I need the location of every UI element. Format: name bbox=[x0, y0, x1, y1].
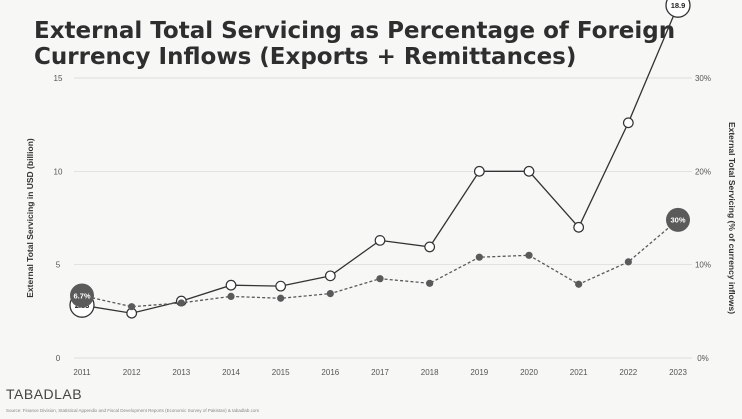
x-tick-label: 2020 bbox=[520, 368, 538, 377]
x-tick-label: 2015 bbox=[272, 368, 290, 377]
x-tick-label: 2012 bbox=[123, 368, 141, 377]
x-tick-label: 2017 bbox=[371, 368, 389, 377]
source-note: Source: Finance Division, Statistical Ap… bbox=[6, 408, 259, 413]
data-point bbox=[473, 165, 485, 177]
data-label: 6.7% bbox=[73, 291, 90, 300]
series: 2.8318.96.7%30% bbox=[69, 0, 691, 319]
x-tick-label: 2013 bbox=[172, 368, 190, 377]
x-tick-label: 2022 bbox=[619, 368, 637, 377]
y-left-tick-label: 10 bbox=[54, 167, 63, 176]
data-point bbox=[426, 279, 434, 287]
data-point bbox=[277, 294, 285, 302]
y-left-axis-title: External Total Servicing in USD (billion… bbox=[25, 138, 35, 298]
y-right-tick-label: 30% bbox=[695, 74, 711, 83]
data-point bbox=[525, 251, 533, 259]
data-point bbox=[177, 299, 185, 307]
y-right-axis-title: External Total Servicing (% of currency … bbox=[727, 122, 737, 314]
data-point bbox=[324, 270, 336, 282]
data-point bbox=[374, 234, 386, 246]
data-label: 30% bbox=[670, 216, 685, 225]
axes: 0 5 10 15 0% 10% 20% 30% 2011 2012 2013 2014 2015 201… bbox=[25, 74, 737, 377]
data-point-labeled bbox=[665, 0, 691, 18]
tabadlab-logo: TABADLAB bbox=[6, 386, 82, 402]
data-point bbox=[624, 258, 632, 266]
data-label: 18.9 bbox=[671, 1, 686, 10]
y-left-tick-label: 0 bbox=[56, 354, 61, 363]
chart-title-line-1: External Total Servicing as Percentage o… bbox=[34, 18, 675, 44]
x-tick-label: 2016 bbox=[321, 368, 339, 377]
grid-lines bbox=[74, 77, 692, 359]
x-tick-label: 2014 bbox=[222, 368, 240, 377]
series-line bbox=[81, 219, 679, 308]
data-point bbox=[128, 303, 136, 311]
y-right-tick-label: 20% bbox=[695, 167, 711, 176]
chart-title-line-2: Currency Inflows (Exports + Remittances) bbox=[34, 44, 576, 70]
chart-title: External Total Servicing as Percentage o… bbox=[34, 18, 675, 70]
x-tick-label: 2011 bbox=[73, 368, 91, 377]
data-point bbox=[376, 275, 384, 283]
data-point bbox=[622, 117, 634, 129]
y-left-tick-label: 15 bbox=[54, 74, 63, 83]
y-right-tick-label: 0% bbox=[697, 354, 709, 363]
data-point bbox=[573, 221, 585, 233]
footer: TABADLAB Source: Finance Division, Stati… bbox=[6, 386, 259, 413]
y-left-tick-label: 5 bbox=[56, 261, 61, 270]
data-point bbox=[227, 292, 235, 300]
data-point bbox=[575, 280, 583, 288]
data-point bbox=[424, 241, 436, 253]
y-right-tick-label: 10% bbox=[695, 261, 711, 270]
series-percent: 6.7% 30% bbox=[70, 207, 690, 311]
data-point bbox=[523, 165, 535, 177]
x-tick-label: 2021 bbox=[570, 368, 588, 377]
x-tick-label: 2018 bbox=[421, 368, 439, 377]
data-point bbox=[475, 253, 483, 261]
x-tick-label: 2023 bbox=[669, 368, 687, 377]
data-point bbox=[275, 280, 287, 292]
data-point-labeled bbox=[70, 283, 94, 308]
data-point bbox=[326, 290, 334, 298]
data-point bbox=[225, 279, 237, 291]
x-tick-label: 2019 bbox=[470, 368, 488, 377]
data-point-labeled bbox=[666, 207, 690, 232]
